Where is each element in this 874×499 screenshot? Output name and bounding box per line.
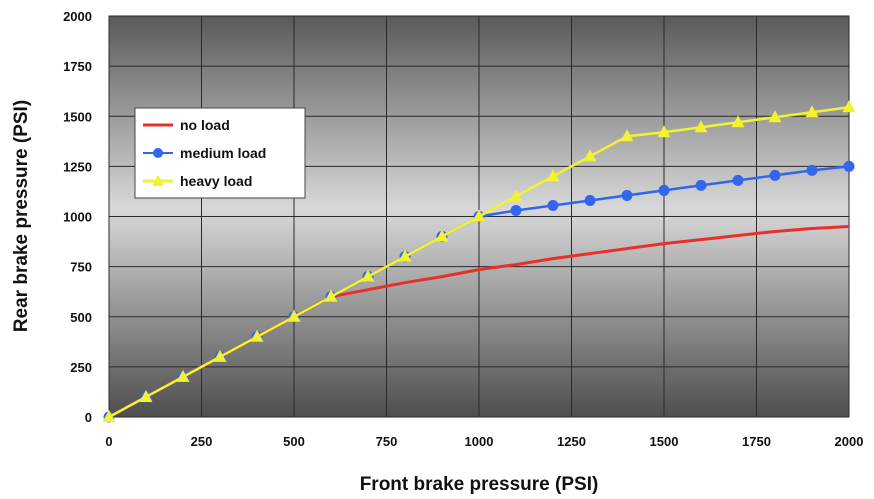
x-tick-label: 500 xyxy=(283,434,305,449)
data-point-medium-load xyxy=(733,175,744,186)
x-tick-label: 1750 xyxy=(742,434,771,449)
data-point-medium-load xyxy=(622,190,633,201)
y-tick-label: 1250 xyxy=(63,159,92,174)
data-point-medium-load xyxy=(844,161,855,172)
x-tick-label: 1500 xyxy=(650,434,679,449)
data-point-medium-load xyxy=(807,165,818,176)
data-point-medium-load xyxy=(585,195,596,206)
y-tick-label: 1750 xyxy=(63,59,92,74)
x-tick-label: 250 xyxy=(191,434,213,449)
y-tick-label: 500 xyxy=(70,310,92,325)
legend-marker-medium-load xyxy=(153,148,163,158)
data-point-medium-load xyxy=(548,200,559,211)
y-tick-label: 250 xyxy=(70,360,92,375)
data-point-medium-load xyxy=(659,185,670,196)
y-tick-label: 1000 xyxy=(63,210,92,225)
x-tick-label: 0 xyxy=(105,434,112,449)
x-tick-label: 2000 xyxy=(835,434,864,449)
legend: no load medium load heavy load xyxy=(135,108,305,198)
legend-label-heavy-load: heavy load xyxy=(180,173,252,189)
data-point-medium-load xyxy=(770,170,781,181)
y-tick-label: 1500 xyxy=(63,109,92,124)
x-axis-title: Front brake pressure (PSI) xyxy=(360,474,599,495)
legend-label-medium-load: medium load xyxy=(180,145,266,161)
legend-label-no-load: no load xyxy=(180,117,230,133)
x-tick-label: 750 xyxy=(376,434,398,449)
y-tick-label: 2000 xyxy=(63,9,92,24)
x-tick-label: 1000 xyxy=(465,434,494,449)
data-point-medium-load xyxy=(696,180,707,191)
x-tick-label: 1250 xyxy=(557,434,586,449)
y-tick-label: 0 xyxy=(85,410,92,425)
y-axis-title: Rear brake pressure (PSI) xyxy=(11,100,32,332)
y-tick-label: 750 xyxy=(70,260,92,275)
data-point-medium-load xyxy=(511,205,522,216)
